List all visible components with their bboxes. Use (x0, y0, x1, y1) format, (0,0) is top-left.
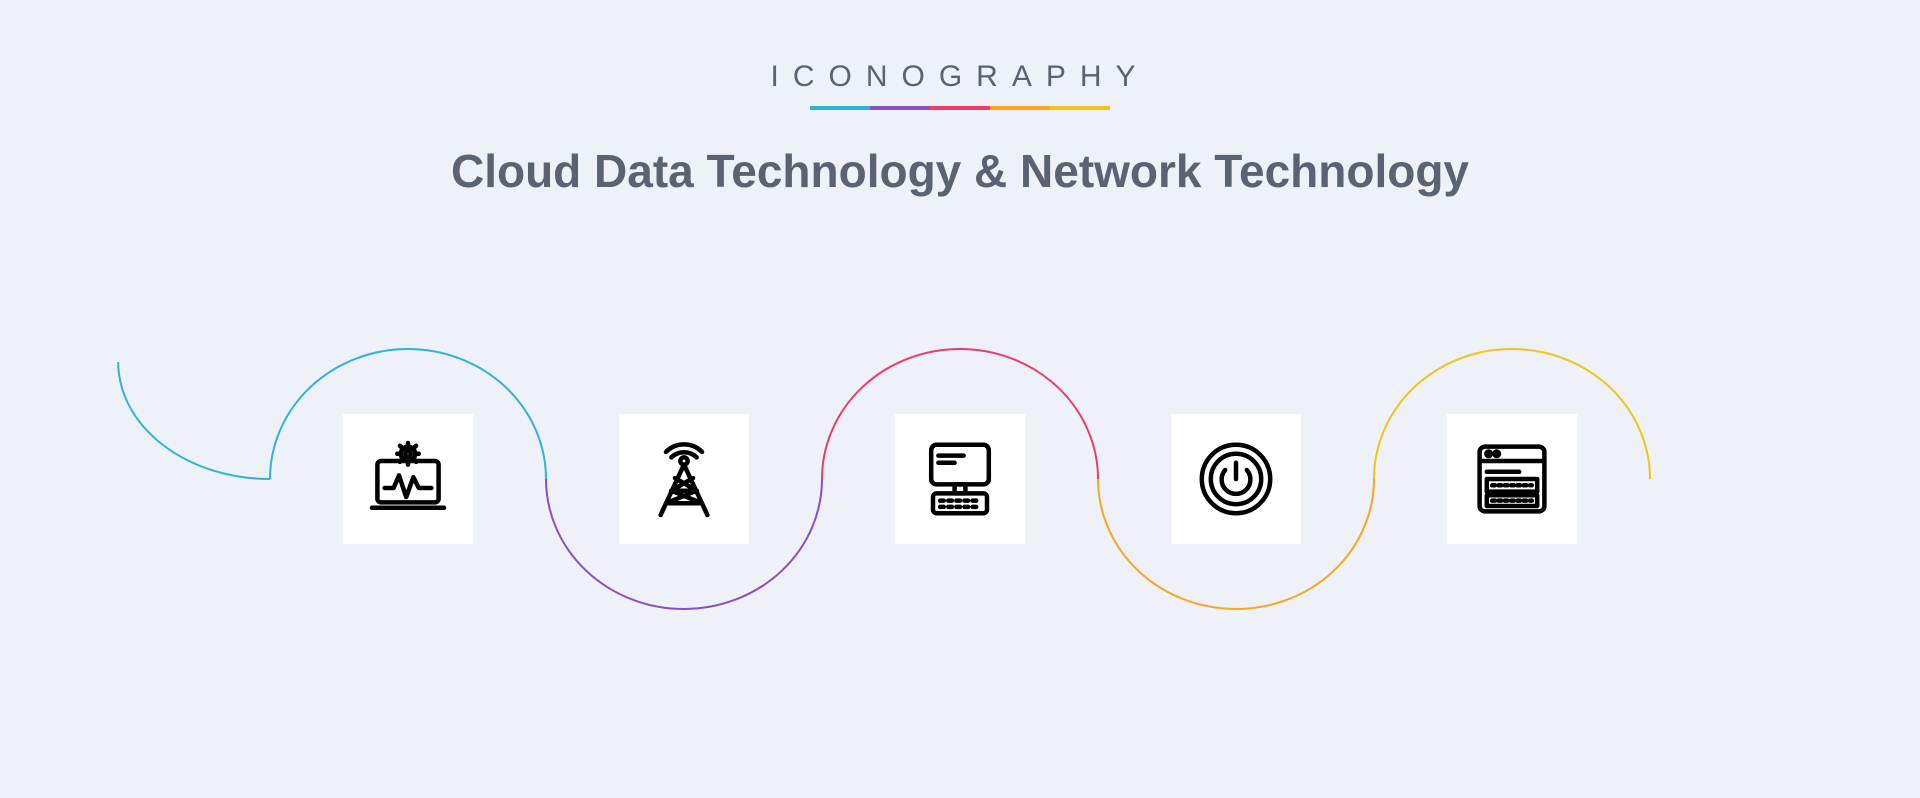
underline-segment (870, 106, 930, 110)
brand-underline (810, 106, 1110, 110)
signal-tower-icon (639, 434, 729, 524)
icon-row (0, 414, 1920, 544)
brand-title: ICONOGRAPHY (0, 60, 1920, 94)
underline-segment (990, 106, 1050, 110)
browser-window-icon (1467, 434, 1557, 524)
computer-keyboard-icon (915, 434, 1005, 524)
icon-tile (343, 414, 473, 544)
power-button-icon (1191, 434, 1281, 524)
underline-segment (930, 106, 990, 110)
laptop-settings-icon (363, 434, 453, 524)
underline-segment (1050, 106, 1110, 110)
header: ICONOGRAPHY Cloud Data Technology & Netw… (0, 60, 1920, 198)
icon-tile (619, 414, 749, 544)
underline-segment (810, 106, 870, 110)
icon-tile (895, 414, 1025, 544)
pack-title: Cloud Data Technology & Network Technolo… (0, 144, 1920, 198)
icon-tile (1171, 414, 1301, 544)
icon-tile (1447, 414, 1577, 544)
